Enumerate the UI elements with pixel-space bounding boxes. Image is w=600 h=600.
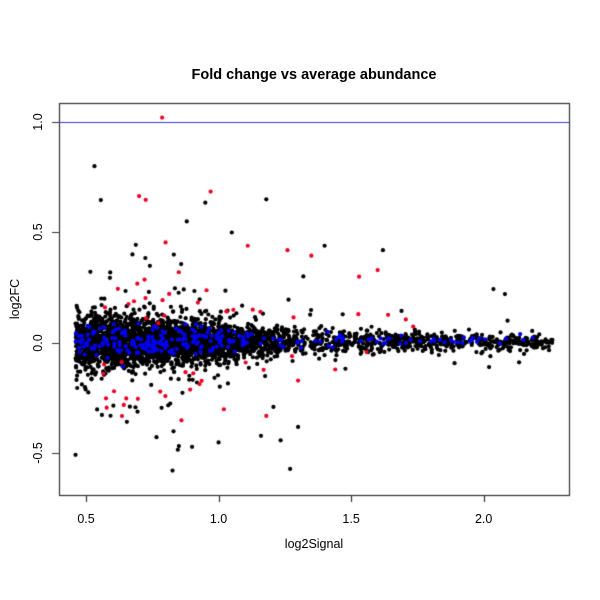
x-tick-label: 1.5 [342, 512, 360, 526]
y-tick-label: 0.5 [31, 223, 45, 242]
chart-title: Fold change vs average abundance [191, 67, 437, 83]
y-tick-label: 0.0 [31, 334, 45, 352]
x-tick-label: 0.5 [77, 512, 95, 526]
x-tick-label: 2.0 [474, 512, 493, 526]
y-tick-label: -0.5 [31, 442, 45, 465]
y-axis-label: log2FC [8, 278, 22, 320]
x-axis-label: log2Signal [284, 537, 344, 551]
y-tick-label: 1.0 [31, 113, 45, 131]
x-tick-label: 1.0 [209, 512, 228, 526]
